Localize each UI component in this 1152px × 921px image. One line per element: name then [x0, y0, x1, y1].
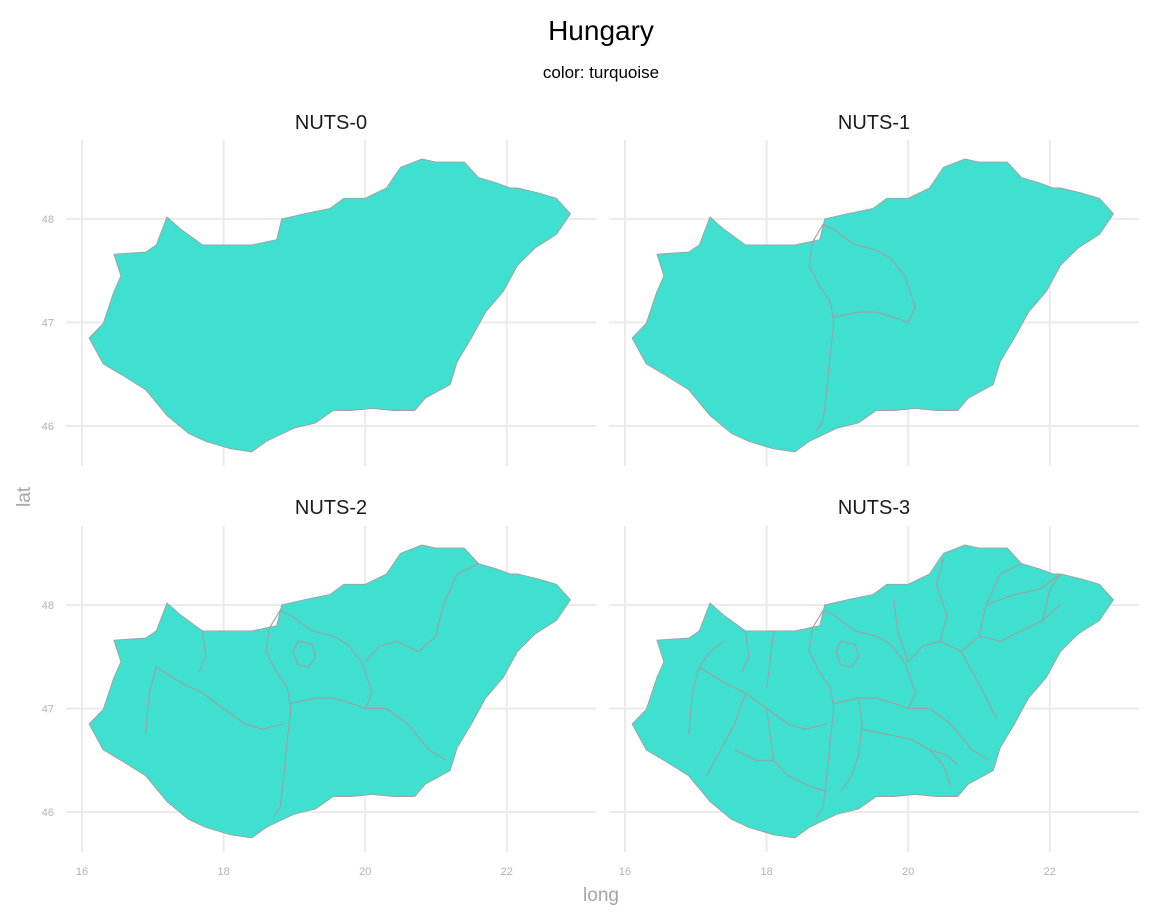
facet-panel-nuts-1: NUTS-1: [609, 112, 1139, 466]
country-shape: [631, 544, 1114, 839]
region-border: [822, 223, 916, 324]
region-border: [1042, 573, 1061, 621]
facet-panel-nuts-2: NUTS-2 46 47 48 16 18 20 22: [42, 497, 596, 878]
region-border: [907, 563, 1022, 663]
y-axis-title: lat: [14, 486, 35, 507]
facet-panel-nuts-3: NUTS-3 16 18 20 22: [609, 497, 1139, 878]
facet-strip-label: NUTS-3: [838, 497, 910, 519]
y-tick-label: 48: [42, 600, 54, 612]
region-border: [808, 223, 835, 432]
region-border: [698, 640, 725, 668]
facet-panel-nuts-0: NUTS-0 46 47 48: [42, 112, 596, 466]
region-border: [985, 573, 1061, 606]
x-axis-title: long: [583, 885, 619, 906]
region-border: [198, 630, 207, 673]
region-border: [364, 563, 479, 663]
facet-strip-label: NUTS-2: [295, 497, 367, 519]
x-tick-label: 16: [76, 866, 88, 878]
y-tick-label: 46: [42, 807, 54, 819]
region-border: [862, 728, 952, 787]
x-tick-label: 18: [760, 866, 772, 878]
x-tick-label: 20: [359, 866, 371, 878]
region-border: [929, 749, 959, 766]
chart-subtitle: color: turquoise: [543, 63, 659, 82]
x-tick-label: 20: [902, 866, 914, 878]
region-border: [279, 609, 373, 710]
facet-strip-label: NUTS-1: [838, 112, 910, 134]
region-border: [741, 630, 750, 673]
y-tick-label: 47: [42, 318, 54, 330]
x-tick-label: 16: [619, 866, 631, 878]
x-tick-label: 18: [217, 866, 229, 878]
y-tick-label: 46: [42, 421, 54, 433]
region-border: [978, 604, 1061, 642]
x-tick-label: 22: [1044, 866, 1056, 878]
chart-title: Hungary: [548, 15, 654, 46]
region-border: [292, 640, 317, 668]
region-border: [908, 707, 990, 761]
region-border: [365, 707, 447, 761]
region-border: [766, 708, 827, 792]
region-border: [835, 640, 860, 668]
region-border: [145, 666, 157, 735]
region-border: [734, 749, 774, 761]
region-border: [705, 692, 746, 777]
x-tick-label: 22: [501, 866, 513, 878]
region-border: [688, 666, 700, 735]
y-tick-label: 47: [42, 704, 54, 716]
country-shape: [88, 158, 571, 453]
region-border: [840, 698, 863, 792]
y-tick-label: 48: [42, 214, 54, 226]
country-shape: [631, 158, 1114, 453]
country-shape: [88, 544, 571, 839]
region-border: [960, 651, 998, 720]
region-border: [893, 599, 909, 663]
region-border: [935, 558, 948, 642]
facet-strip-label: NUTS-0: [295, 112, 367, 134]
region-border: [265, 609, 292, 818]
region-border: [156, 666, 284, 730]
region-border: [766, 630, 775, 688]
region-border: [822, 609, 916, 710]
